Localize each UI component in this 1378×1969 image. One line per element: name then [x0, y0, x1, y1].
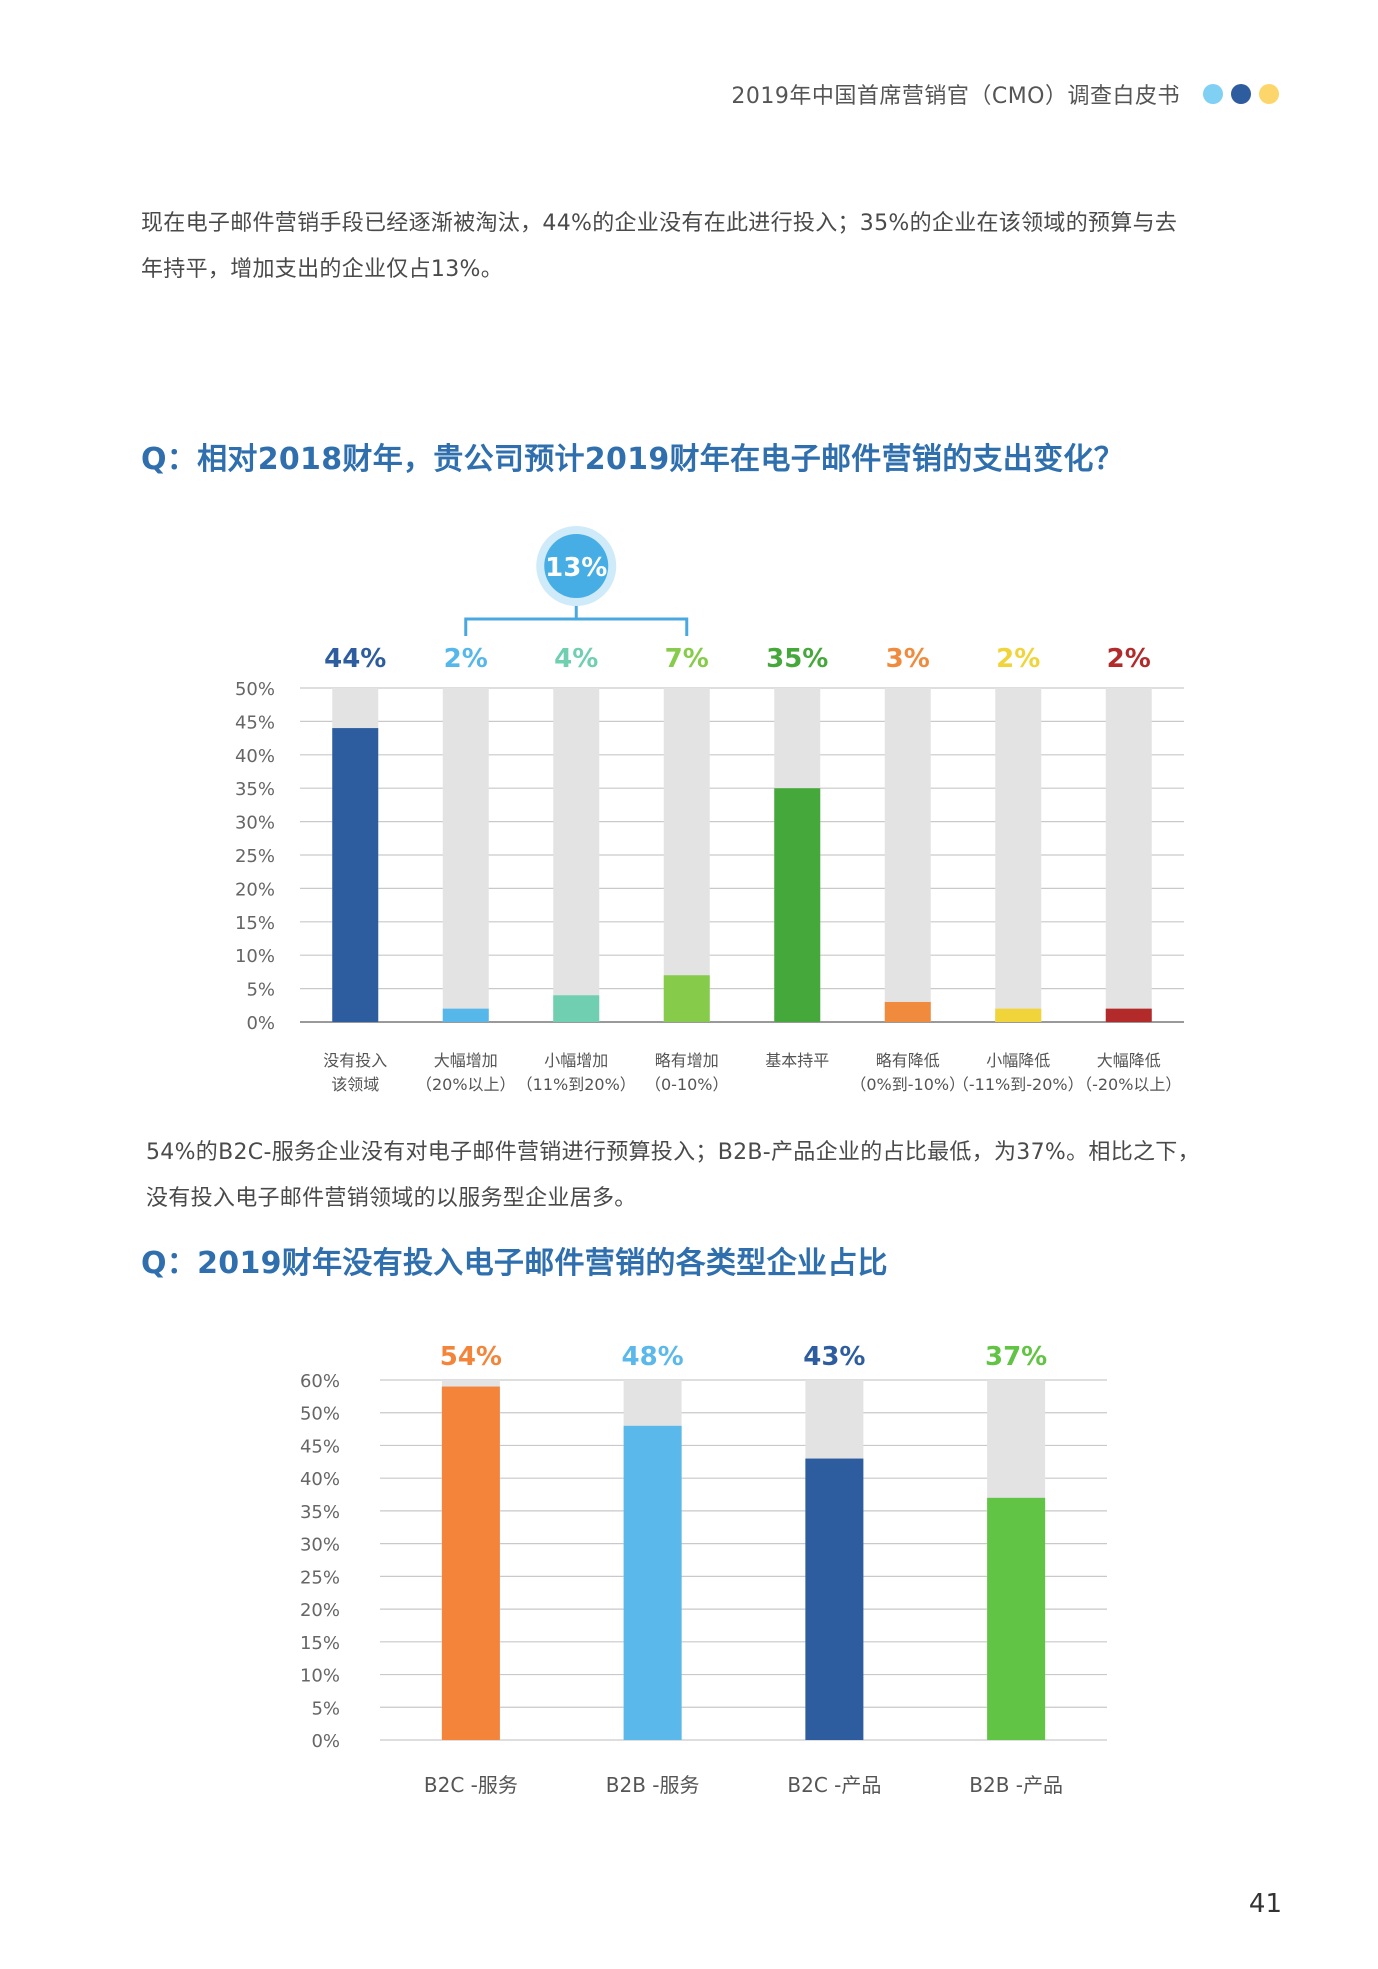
bar: [663, 975, 710, 1022]
dot-dark-blue: [1231, 84, 1251, 104]
x-tick-label: B2C -产品: [787, 1773, 881, 1797]
annotation-circle: [544, 534, 609, 598]
data-label: 54%: [440, 1342, 502, 1372]
y-tick-label: 25%: [300, 1567, 340, 1588]
q2-intro-line-2: 没有投入电子邮件营销领域的以服务型企业居多。: [146, 1186, 637, 1211]
header-title: 2019年中国首席营销官（CMO）调查白皮书: [731, 84, 1180, 109]
y-tick-label: 15%: [300, 1633, 340, 1654]
x-tick-label: 略有降低: [876, 1051, 940, 1070]
y-tick-label: 50%: [300, 1404, 340, 1425]
x-tick-label: 没有投入: [323, 1051, 387, 1070]
x-tick-label: （-20%以上）: [1076, 1075, 1181, 1094]
bar: [1105, 1008, 1152, 1022]
x-tick-label: （-11%到-20%）: [953, 1075, 1084, 1094]
data-label: 43%: [803, 1342, 865, 1372]
x-tick-label: B2B -服务: [606, 1773, 700, 1797]
y-tick-label: 35%: [300, 1502, 340, 1523]
y-tick-label: 20%: [300, 1600, 340, 1621]
x-tick-label: 基本持平: [765, 1051, 829, 1070]
x-tick-label: （11%到20%）: [517, 1075, 636, 1094]
data-label: 2%: [444, 644, 488, 674]
data-label: 2%: [996, 644, 1040, 674]
data-label: 48%: [622, 1342, 684, 1372]
intro-line-1: 现在电子邮件营销手段已经逐渐被淘汰，44%的企业没有在此进行投入；35%的企业在…: [141, 211, 1178, 236]
y-tick-label: 5%: [311, 1698, 340, 1719]
dot-light-blue: [1203, 84, 1223, 104]
y-tick-label: 45%: [235, 712, 275, 733]
q2-intro-paragraph: 54%的B2C-服务企业没有对电子邮件营销进行预算投入；B2B-产品企业的占比最…: [146, 1130, 1200, 1222]
bar-background: [995, 688, 1042, 1022]
x-tick-label: 小幅降低: [986, 1051, 1050, 1070]
x-tick-label: B2B -产品: [969, 1773, 1063, 1797]
y-tick-label: 30%: [300, 1535, 340, 1556]
bar-background: [1105, 688, 1152, 1022]
data-label: 2%: [1107, 644, 1151, 674]
bar: [442, 1008, 489, 1022]
intro-line-2: 年持平，增加支出的企业仅占13%。: [141, 257, 503, 282]
bar: [774, 788, 821, 1022]
question-1-title: Q：相对2018财年，贵公司预计2019财年在电子邮件营销的支出变化？: [141, 442, 1124, 477]
data-label: 37%: [985, 1342, 1047, 1372]
data-label: 35%: [766, 644, 828, 674]
y-tick-label: 40%: [235, 746, 275, 767]
data-label: 44%: [324, 644, 386, 674]
bar: [995, 1008, 1042, 1022]
y-tick-label: 0%: [246, 1013, 275, 1034]
data-label: 3%: [886, 644, 930, 674]
y-tick-label: 10%: [235, 946, 275, 967]
intro-paragraph: 现在电子邮件营销手段已经逐渐被淘汰，44%的企业没有在此进行投入；35%的企业在…: [141, 201, 1177, 293]
x-tick-label: B2C -服务: [424, 1773, 518, 1797]
bar: [332, 728, 379, 1022]
bar-background: [663, 688, 710, 1022]
page-number: 41: [1248, 1889, 1282, 1919]
y-tick-label: 15%: [235, 913, 275, 934]
bar-background: [553, 688, 600, 1022]
y-tick-label: 40%: [300, 1469, 340, 1490]
x-tick-label: （0%到-10%）: [850, 1075, 965, 1094]
x-tick-label: 该领域: [331, 1075, 379, 1094]
bar: [805, 1458, 864, 1740]
y-tick-label: 30%: [235, 813, 275, 834]
bar: [553, 995, 600, 1022]
y-tick-label: 10%: [300, 1666, 340, 1687]
y-tick-label: 0%: [311, 1731, 340, 1752]
y-tick-label: 50%: [235, 679, 275, 700]
data-label: 4%: [554, 644, 598, 674]
bar-background: [442, 688, 489, 1022]
bar: [884, 1001, 931, 1022]
x-tick-label: （20%以上）: [416, 1075, 516, 1094]
bar: [987, 1497, 1046, 1740]
q2-intro-line-1: 54%的B2C-服务企业没有对电子邮件营销进行预算投入；B2B-产品企业的占比最…: [146, 1140, 1200, 1165]
x-tick-label: （0-10%）: [645, 1075, 729, 1094]
y-tick-label: 60%: [300, 1371, 340, 1392]
bar-background: [884, 688, 931, 1022]
y-tick-label: 20%: [235, 879, 275, 900]
question-2-title: Q：2019财年没有投入电子邮件营销的各类型企业占比: [141, 1246, 888, 1281]
x-tick-label: 略有增加: [655, 1051, 719, 1070]
x-tick-label: 大幅增加: [434, 1051, 498, 1070]
annotation-label: 13%: [545, 553, 607, 583]
y-tick-label: 25%: [235, 846, 275, 867]
header-dots: [1203, 84, 1279, 104]
data-label: 7%: [665, 644, 709, 674]
y-tick-label: 35%: [235, 779, 275, 800]
bar: [441, 1386, 500, 1740]
dot-yellow: [1259, 84, 1279, 104]
y-tick-label: 5%: [246, 980, 275, 1001]
x-tick-label: 小幅增加: [544, 1051, 608, 1070]
y-tick-label: 45%: [300, 1436, 340, 1457]
bar: [623, 1425, 682, 1740]
x-tick-label: 大幅降低: [1097, 1051, 1161, 1070]
